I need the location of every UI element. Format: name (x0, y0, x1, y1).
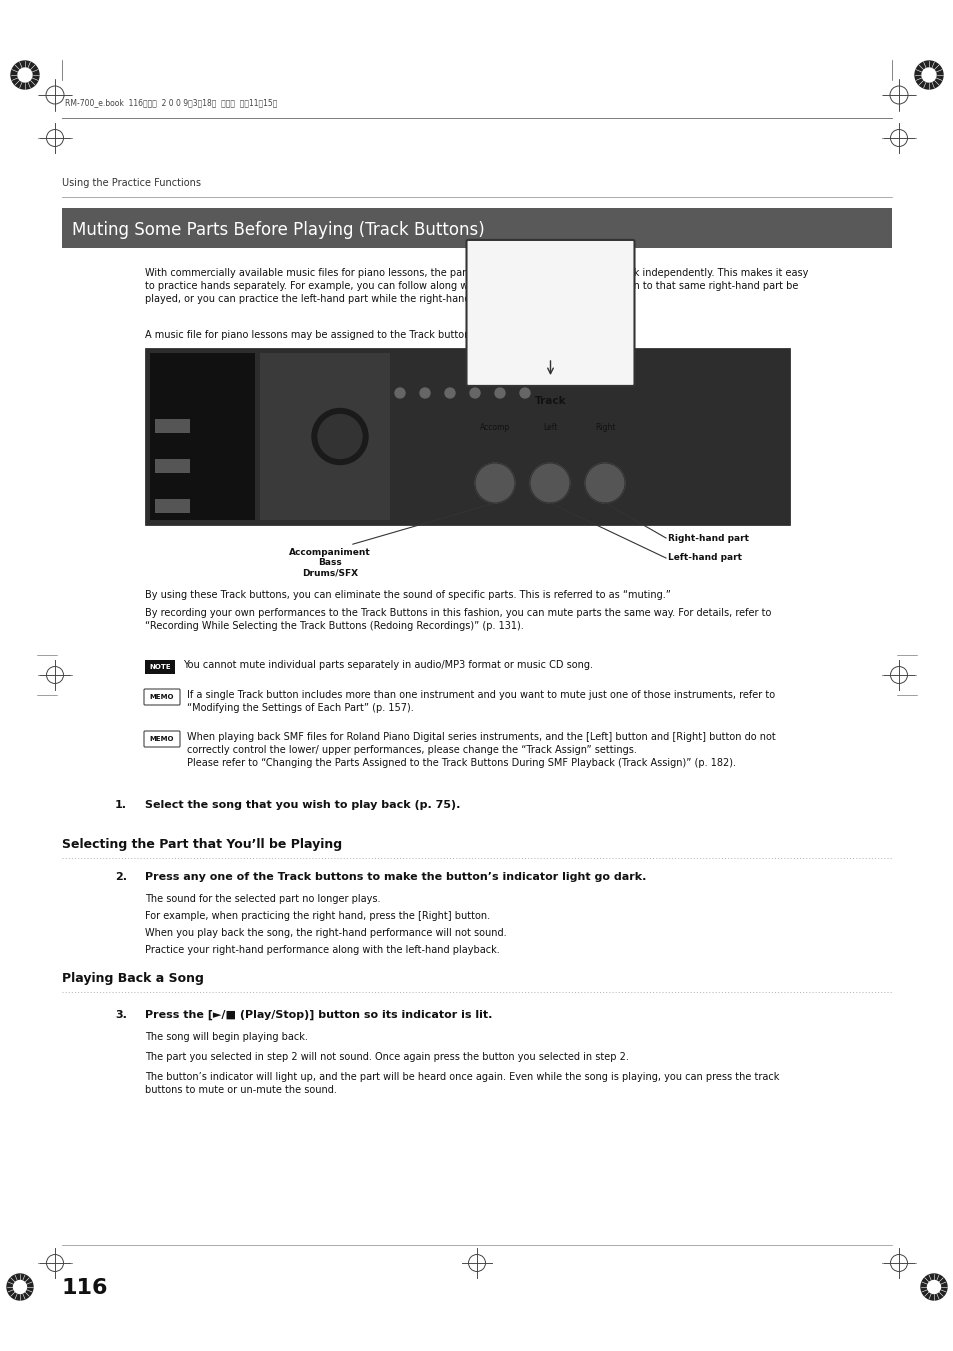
Circle shape (914, 61, 942, 89)
Bar (145, 661, 174, 674)
Circle shape (475, 463, 515, 503)
Bar (260, 353, 390, 520)
Text: Selecting the Part that You’ll be Playing: Selecting the Part that You’ll be Playin… (62, 838, 342, 851)
Text: Practice your right-hand performance along with the left-hand playback.: Practice your right-hand performance alo… (145, 944, 499, 955)
Text: For example, when practicing the right hand, press the [Right] button.: For example, when practicing the right h… (145, 911, 490, 921)
Circle shape (419, 388, 430, 399)
Bar (150, 353, 254, 520)
Text: RM-700_e.book  116ページ  2 0 0 9年3月18日  水曜日  午前11時15分: RM-700_e.book 116ページ 2 0 0 9年3月18日 水曜日 午… (65, 99, 277, 108)
Text: Muting Some Parts Before Playing (Track Buttons): Muting Some Parts Before Playing (Track … (71, 222, 484, 239)
Text: The button’s indicator will light up, and the part will be heard once again. Eve: The button’s indicator will light up, an… (145, 1071, 779, 1096)
Text: Accomp: Accomp (479, 423, 510, 432)
FancyBboxPatch shape (144, 731, 180, 747)
Circle shape (444, 388, 455, 399)
Text: Accompaniment
Bass
Drums/SFX: Accompaniment Bass Drums/SFX (289, 549, 371, 578)
Circle shape (530, 463, 569, 503)
Text: Right: Right (594, 423, 615, 432)
Text: Left: Left (542, 423, 557, 432)
Circle shape (395, 388, 405, 399)
Text: If a single Track button includes more than one instrument and you want to mute : If a single Track button includes more t… (187, 690, 774, 713)
FancyBboxPatch shape (144, 689, 180, 705)
FancyBboxPatch shape (466, 240, 634, 386)
Text: When playing back SMF files for Roland Piano Digital series instruments, and the: When playing back SMF files for Roland P… (187, 732, 775, 769)
Circle shape (519, 388, 530, 399)
Circle shape (18, 68, 32, 82)
Bar (62, 208, 891, 249)
Text: The part you selected in step 2 will not sound. Once again press the button you : The part you selected in step 2 will not… (145, 1052, 628, 1062)
Circle shape (312, 408, 368, 465)
Text: With commercially available music files for piano lessons, the part for each han: With commercially available music files … (145, 267, 807, 304)
Text: 116: 116 (62, 1278, 109, 1298)
Text: By recording your own performances to the Track Buttons in this fashion, you can: By recording your own performances to th… (145, 608, 771, 631)
Circle shape (926, 1281, 940, 1293)
Circle shape (921, 68, 935, 82)
Text: Press any one of the Track buttons to make the button’s indicator light go dark.: Press any one of the Track buttons to ma… (145, 871, 646, 882)
Bar (154, 419, 190, 434)
Circle shape (11, 61, 39, 89)
Text: MEMO: MEMO (150, 736, 174, 742)
Circle shape (13, 1281, 27, 1293)
Circle shape (495, 388, 504, 399)
Text: Left-hand part: Left-hand part (667, 554, 741, 562)
Text: By using these Track buttons, you can eliminate the sound of specific parts. Thi: By using these Track buttons, you can el… (145, 590, 670, 600)
Text: Right-hand part: Right-hand part (667, 534, 748, 543)
Text: The song will begin playing back.: The song will begin playing back. (145, 1032, 308, 1042)
Circle shape (7, 1274, 33, 1300)
Text: Select the song that you wish to play back (p. 75).: Select the song that you wish to play ba… (145, 800, 460, 811)
Text: Track: Track (534, 396, 566, 407)
Text: NOTE: NOTE (149, 663, 171, 670)
Text: Using the Practice Functions: Using the Practice Functions (62, 178, 201, 188)
Circle shape (470, 388, 479, 399)
Text: Press the [►/■ (Play/Stop)] button so its indicator is lit.: Press the [►/■ (Play/Stop)] button so it… (145, 1011, 492, 1020)
Text: 2.: 2. (115, 871, 127, 882)
Circle shape (920, 1274, 946, 1300)
Bar (154, 499, 190, 513)
Bar (154, 459, 190, 473)
Text: When you play back the song, the right-hand performance will not sound.: When you play back the song, the right-h… (145, 928, 506, 938)
Text: 1.: 1. (115, 800, 127, 811)
Text: A music file for piano lessons may be assigned to the Track buttons as shown bel: A music file for piano lessons may be as… (145, 330, 558, 340)
Circle shape (584, 463, 624, 503)
Text: The sound for the selected part no longer plays.: The sound for the selected part no longe… (145, 894, 380, 904)
Text: You cannot mute individual parts separately in audio/MP3 format or music CD song: You cannot mute individual parts separat… (183, 661, 593, 670)
Text: MEMO: MEMO (150, 694, 174, 700)
Text: Playing Back a Song: Playing Back a Song (62, 971, 204, 985)
Circle shape (317, 415, 361, 458)
Text: 3.: 3. (115, 1011, 127, 1020)
Bar (145, 349, 789, 526)
